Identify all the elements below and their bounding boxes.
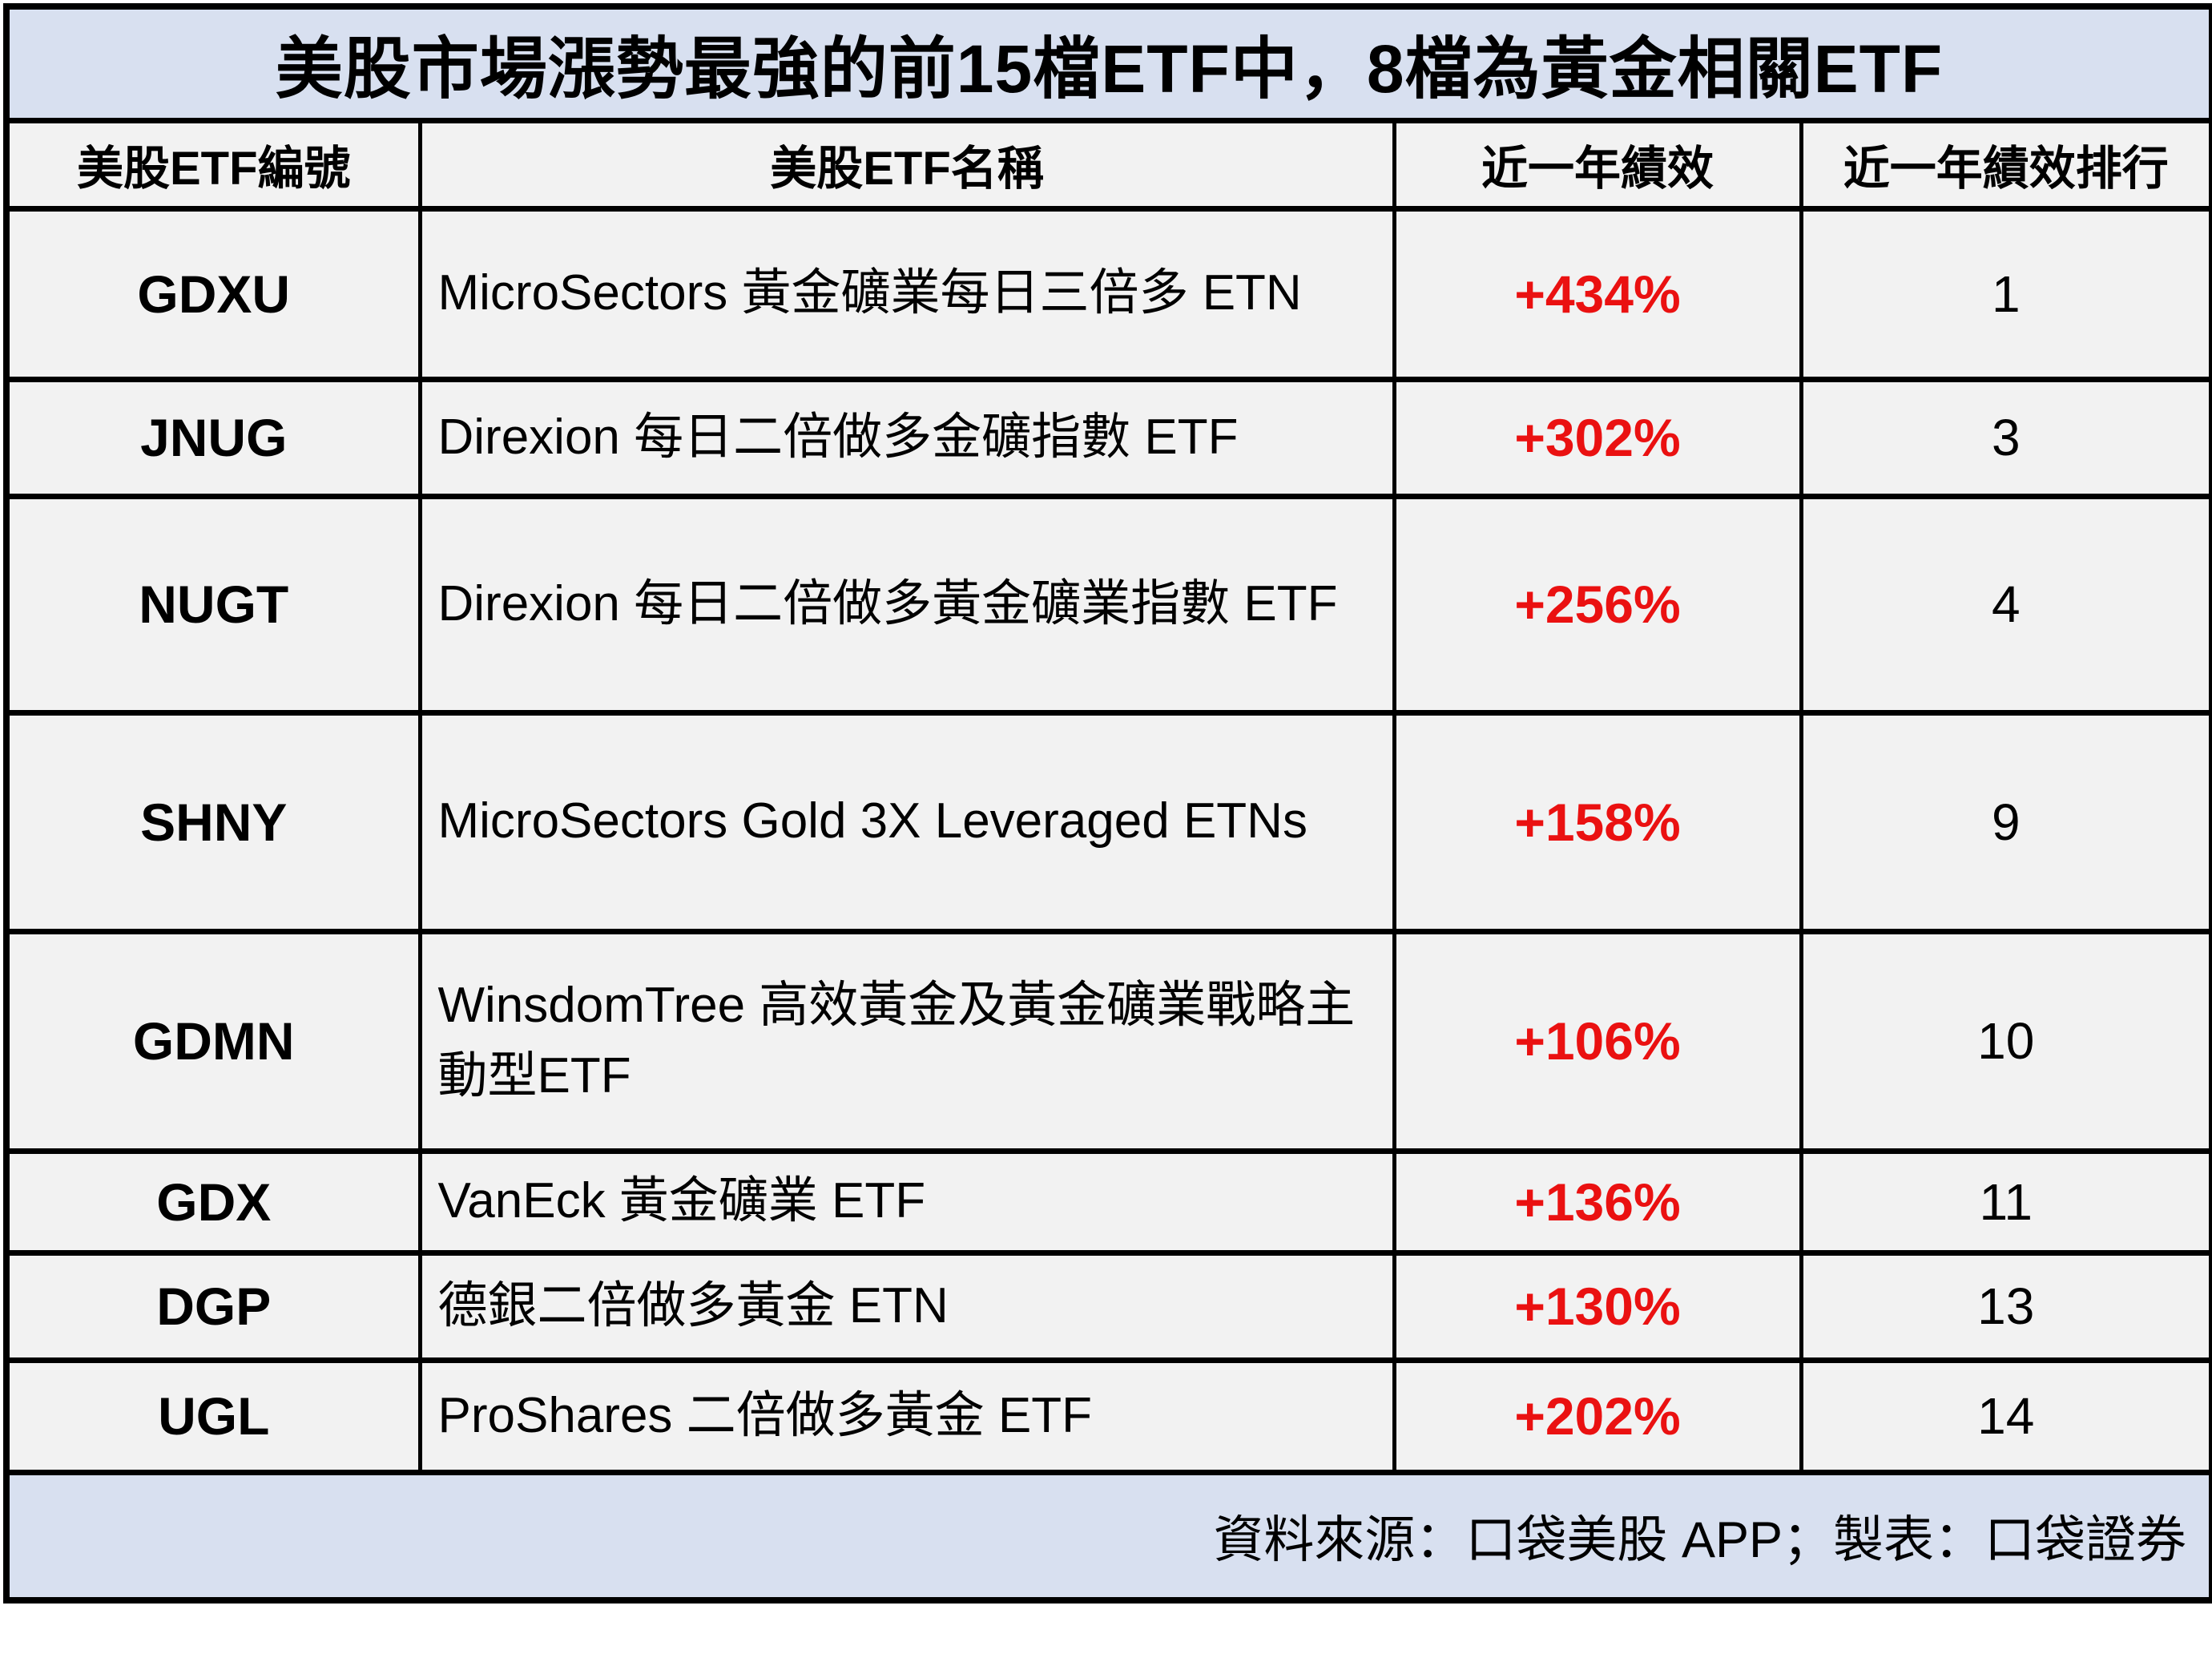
performance-cell: +136% [1392, 1148, 1803, 1256]
performance-cell: +106% [1392, 928, 1803, 1154]
column-header-performance: 近一年績效 [1392, 117, 1803, 212]
etf-performance-table: 美股市場漲勢最強的前15檔ETF中，8檔為黃金相關ETF 美股ETF編號 美股E… [3, 3, 2212, 1604]
performance-cell: +256% [1392, 493, 1803, 716]
ticker-cell: JNUG [4, 376, 422, 499]
name-cell: MicroSectors 黃金礦業每日三倍多 ETN [417, 205, 1396, 382]
ticker-cell: SHNY [4, 709, 422, 934]
column-header-rank: 近一年績效排行 [1799, 117, 2212, 212]
performance-cell: +302% [1392, 376, 1803, 499]
column-header-ticker: 美股ETF編號 [4, 117, 422, 212]
table-row: DGP 德銀二倍做多黃金 ETN +130% 13 [4, 1249, 2212, 1363]
rank-cell: 13 [1799, 1249, 2212, 1363]
rank-cell: 4 [1799, 493, 2212, 716]
name-cell: MicroSectors Gold 3X Leveraged ETNs [417, 709, 1396, 934]
name-cell: Direxion 每日二倍做多金礦指數 ETF [417, 376, 1396, 499]
ticker-cell: GDXU [4, 205, 422, 382]
table-row: GDMN WinsdomTree 高效黃金及黃金礦業戰略主動型ETF +106%… [4, 928, 2212, 1154]
name-cell: Direxion 每日二倍做多黃金礦業指數 ETF [417, 493, 1396, 716]
table-row: JNUG Direxion 每日二倍做多金礦指數 ETF +302% 3 [4, 376, 2212, 499]
name-cell: VanEck 黃金礦業 ETF [417, 1148, 1396, 1256]
rank-cell: 3 [1799, 376, 2212, 499]
rank-cell: 10 [1799, 928, 2212, 1154]
table-row: NUGT Direxion 每日二倍做多黃金礦業指數 ETF +256% 4 [4, 493, 2212, 716]
rank-cell: 1 [1799, 205, 2212, 382]
rank-cell: 9 [1799, 709, 2212, 934]
performance-cell: +130% [1392, 1249, 1803, 1363]
table-title-row: 美股市場漲勢最強的前15檔ETF中，8檔為黃金相關ETF [4, 3, 2212, 123]
table-row: SHNY MicroSectors Gold 3X Leveraged ETNs… [4, 709, 2212, 934]
rank-cell: 14 [1799, 1357, 2212, 1475]
ticker-cell: DGP [4, 1249, 422, 1363]
performance-cell: +158% [1392, 709, 1803, 934]
source-note: 資料來源：口袋美股 APP；製表：口袋證券 [4, 1469, 2212, 1604]
name-cell: ProShares 二倍做多黃金 ETF [417, 1357, 1396, 1475]
column-header-name: 美股ETF名稱 [417, 117, 1396, 212]
name-cell: WinsdomTree 高效黃金及黃金礦業戰略主動型ETF [417, 928, 1396, 1154]
table-header-row: 美股ETF編號 美股ETF名稱 近一年績效 近一年績效排行 [4, 117, 2212, 212]
table-row: GDX VanEck 黃金礦業 ETF +136% 11 [4, 1148, 2212, 1256]
table-title: 美股市場漲勢最強的前15檔ETF中，8檔為黃金相關ETF [4, 3, 2212, 123]
performance-cell: +434% [1392, 205, 1803, 382]
name-cell: 德銀二倍做多黃金 ETN [417, 1249, 1396, 1363]
ticker-cell: GDX [4, 1148, 422, 1256]
table-footer-row: 資料來源：口袋美股 APP；製表：口袋證券 [4, 1469, 2212, 1604]
ticker-cell: NUGT [4, 493, 422, 716]
ticker-cell: GDMN [4, 928, 422, 1154]
rank-cell: 11 [1799, 1148, 2212, 1256]
table-row: GDXU MicroSectors 黃金礦業每日三倍多 ETN +434% 1 [4, 205, 2212, 382]
performance-cell: +202% [1392, 1357, 1803, 1475]
table-row: UGL ProShares 二倍做多黃金 ETF +202% 14 [4, 1357, 2212, 1475]
ticker-cell: UGL [4, 1357, 422, 1475]
